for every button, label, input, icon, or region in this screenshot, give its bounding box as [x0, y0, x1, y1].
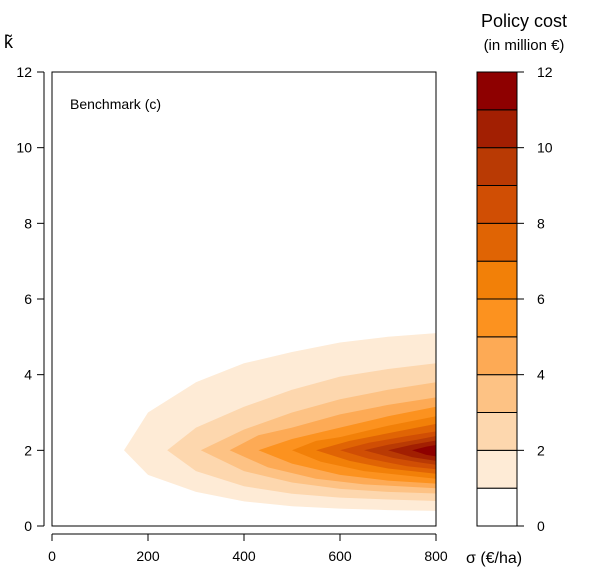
colorbar-tick-label: 10 [537, 140, 553, 156]
colorbar-tick-label: 6 [537, 291, 545, 307]
colorbar-segment-9-10 [476, 147, 518, 187]
y-tick-label: 8 [24, 215, 32, 231]
y-axis-label: k̃ [4, 32, 14, 52]
x-tick-label: 400 [232, 548, 256, 564]
annotation-label: Benchmark (c) [70, 96, 161, 112]
x-axis: 0 200 400 600 800 [48, 533, 448, 564]
y-tick-label: 2 [24, 442, 32, 458]
colorbar: 0 2 4 6 8 10 12 [476, 64, 553, 534]
colorbar-tick-label: 4 [537, 367, 545, 383]
y-tick-label: 0 [24, 518, 32, 534]
colorbar-segment-7-8 [476, 222, 518, 262]
y-tick-label: 6 [24, 291, 32, 307]
x-tick-label: 0 [48, 548, 56, 564]
y-axis: 0 2 4 6 8 10 12 [16, 64, 45, 534]
colorbar-tick-label: 0 [537, 518, 545, 534]
contour-region-10 [388, 440, 436, 461]
x-tick-label: 200 [136, 548, 160, 564]
colorbar-segment-6-7 [476, 260, 518, 300]
colorbar-tick-label: 2 [537, 442, 545, 458]
colorbar-segment-5-6 [476, 298, 518, 338]
contour-region-11 [412, 445, 436, 457]
colorbar-segment-2-3 [476, 412, 518, 451]
colorbar-subtitle: (in million €) [484, 37, 565, 54]
x-tick-label: 600 [328, 548, 352, 564]
colorbar-segment-8-9 [476, 185, 518, 224]
x-axis-label: σ (€/ha) [466, 550, 522, 567]
y-tick-label: 12 [16, 64, 32, 80]
colorbar-segment-10-11 [476, 109, 518, 149]
colorbar-title: Policy cost [481, 11, 567, 31]
contour-layer [124, 333, 436, 511]
y-tick-label: 10 [16, 140, 32, 156]
y-tick-label: 4 [24, 367, 32, 383]
colorbar-tick-label: 8 [537, 215, 545, 231]
colorbar-segment-4-5 [476, 336, 518, 376]
colorbar-segment-1-2 [476, 449, 518, 489]
colorbar-segment-0-1 [476, 487, 518, 527]
x-tick-label: 800 [424, 548, 448, 564]
colorbar-segment-11-12 [476, 71, 518, 111]
plot-frame [51, 71, 437, 527]
colorbar-tick-label: 12 [537, 64, 553, 80]
colorbar-segment-3-4 [476, 374, 518, 413]
